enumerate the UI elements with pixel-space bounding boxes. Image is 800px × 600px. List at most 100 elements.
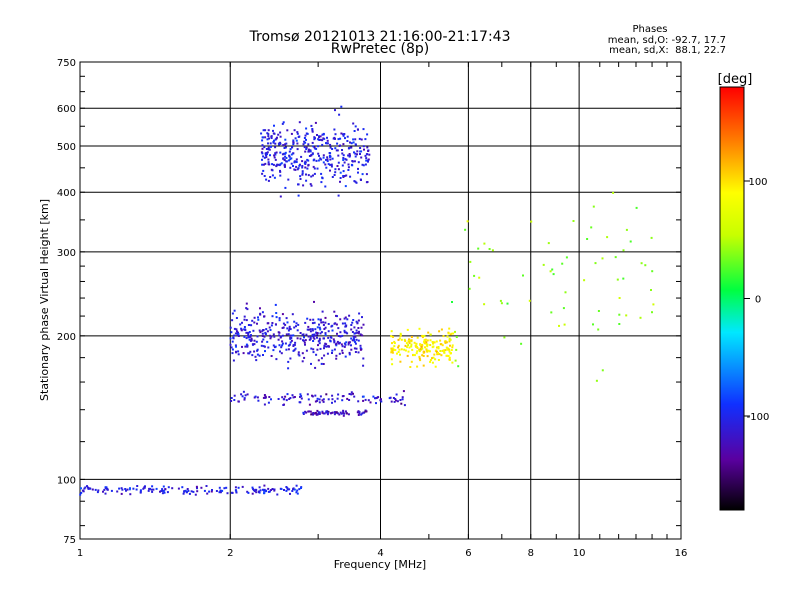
data-point xyxy=(391,347,394,350)
data-point xyxy=(352,335,355,338)
data-point xyxy=(289,334,292,337)
data-point xyxy=(337,154,340,157)
data-point xyxy=(264,162,267,165)
data-point xyxy=(616,278,619,281)
data-point xyxy=(307,149,310,152)
data-point xyxy=(324,185,327,188)
data-point xyxy=(352,337,355,340)
data-point xyxy=(354,351,357,353)
data-point xyxy=(367,150,370,152)
data-point xyxy=(281,313,284,316)
data-point xyxy=(267,142,269,145)
data-point xyxy=(241,321,243,324)
data-point xyxy=(342,157,345,159)
data-point xyxy=(314,400,317,403)
data-point xyxy=(332,338,335,341)
y-axis-label: Stationary phase Virtual Height [km] xyxy=(38,199,51,401)
data-point xyxy=(426,345,429,348)
data-point xyxy=(299,332,302,334)
data-point xyxy=(391,363,394,366)
data-point xyxy=(429,360,432,363)
data-point xyxy=(355,329,358,332)
data-point xyxy=(448,340,451,343)
data-point xyxy=(262,129,265,132)
data-point xyxy=(401,398,404,401)
data-point xyxy=(606,236,609,239)
data-point xyxy=(327,336,330,339)
data-point xyxy=(292,344,295,347)
data-point xyxy=(406,328,409,331)
data-point xyxy=(353,339,356,342)
data-point xyxy=(323,328,326,330)
data-point xyxy=(343,175,346,177)
data-point xyxy=(363,148,365,151)
data-point xyxy=(439,350,442,352)
data-point xyxy=(269,337,272,340)
data-point xyxy=(182,492,185,495)
data-point xyxy=(266,322,269,325)
data-point xyxy=(323,345,326,348)
data-point xyxy=(315,159,318,162)
data-point xyxy=(316,409,319,412)
data-point xyxy=(288,154,291,157)
data-point xyxy=(243,318,246,321)
y-tick-label: 400 xyxy=(57,188,76,199)
data-point xyxy=(345,324,348,327)
data-point xyxy=(618,323,621,325)
data-point xyxy=(163,491,166,494)
data-point xyxy=(292,139,295,142)
data-point xyxy=(97,489,100,492)
data-point xyxy=(254,395,257,398)
data-point xyxy=(330,165,333,168)
data-point xyxy=(520,342,523,345)
data-point xyxy=(446,335,449,338)
data-point xyxy=(266,330,269,333)
data-point xyxy=(429,339,432,342)
data-point xyxy=(457,365,460,368)
data-point xyxy=(419,344,422,346)
data-point xyxy=(325,158,327,161)
data-point xyxy=(337,194,340,197)
data-point xyxy=(390,330,393,333)
data-point xyxy=(263,394,266,396)
data-point xyxy=(409,339,412,342)
data-point xyxy=(320,181,323,184)
data-point xyxy=(302,184,305,187)
data-point xyxy=(268,148,271,151)
data-point xyxy=(269,142,272,145)
data-point xyxy=(393,340,396,343)
data-point xyxy=(366,181,369,183)
data-point xyxy=(309,337,312,340)
data-point xyxy=(256,353,259,356)
data-point xyxy=(301,352,304,355)
data-point xyxy=(404,340,407,342)
colorbar-tick-label: -100 xyxy=(747,412,770,423)
data-point xyxy=(233,399,236,401)
data-point xyxy=(267,135,270,138)
data-point xyxy=(266,138,269,141)
data-point xyxy=(311,333,314,336)
data-point xyxy=(348,353,351,356)
data-point xyxy=(393,342,396,345)
data-point xyxy=(435,349,438,352)
data-point xyxy=(322,398,325,401)
data-point xyxy=(343,161,346,164)
data-point xyxy=(270,398,272,401)
data-point xyxy=(293,326,296,329)
data-point xyxy=(353,395,356,398)
data-point xyxy=(103,488,106,491)
data-point xyxy=(350,391,353,394)
data-point xyxy=(350,344,352,347)
data-point xyxy=(287,333,290,336)
data-point xyxy=(420,346,423,349)
data-point xyxy=(243,315,246,318)
data-point xyxy=(445,346,448,349)
data-point xyxy=(311,141,314,144)
data-point xyxy=(358,137,361,140)
data-point xyxy=(298,401,301,404)
data-point xyxy=(285,399,288,402)
data-point xyxy=(418,348,421,351)
data-point xyxy=(274,146,277,149)
data-point xyxy=(80,491,83,494)
data-point xyxy=(309,336,312,339)
